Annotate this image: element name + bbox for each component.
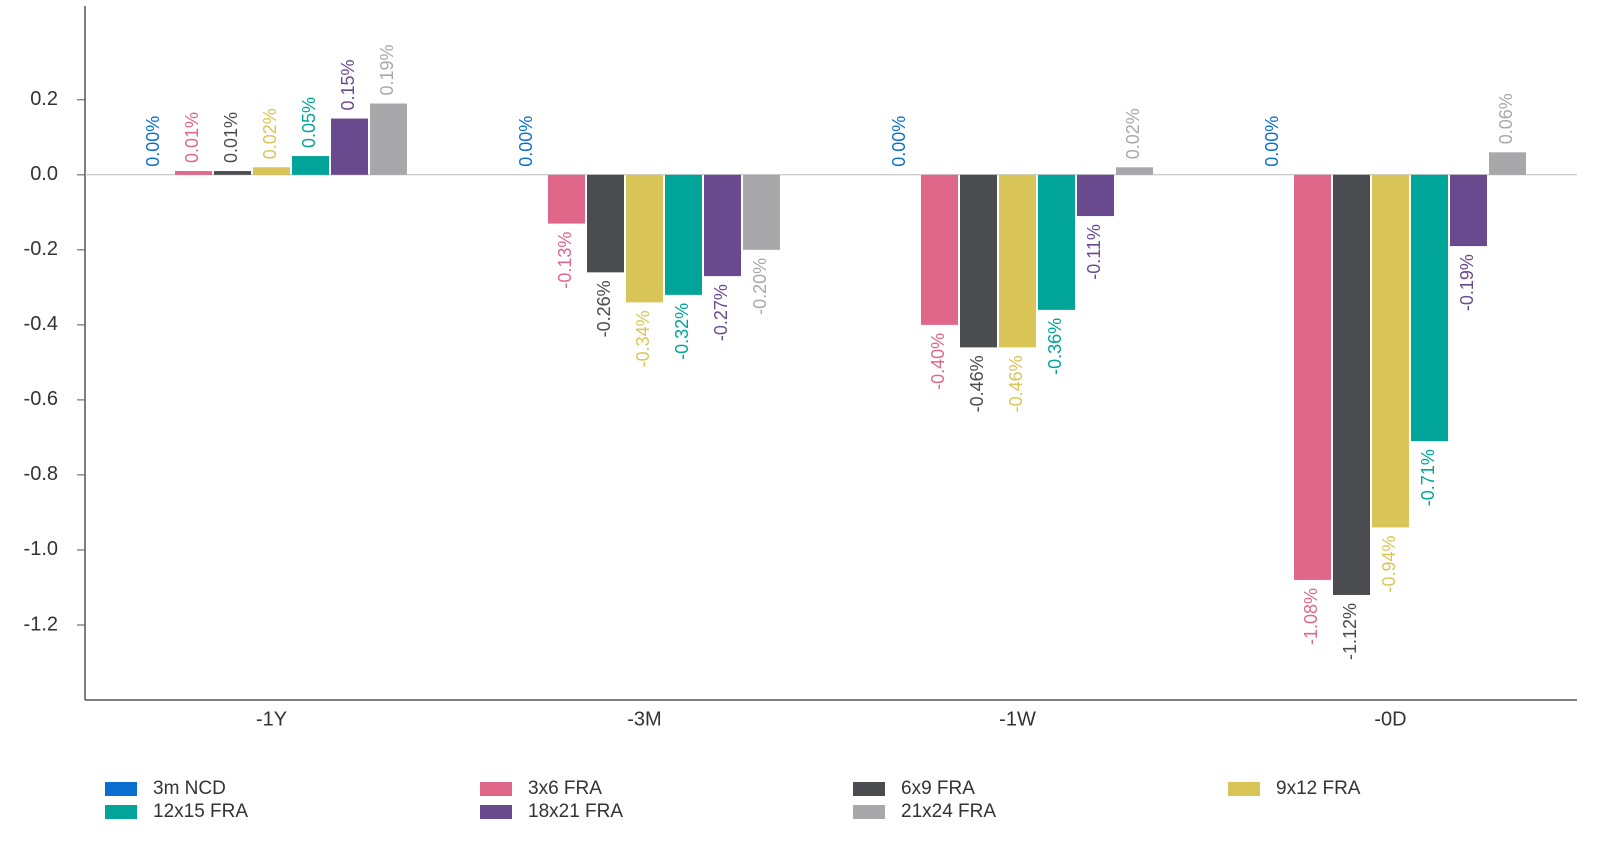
y-tick-label: -0.2 <box>24 238 58 260</box>
legend-label: 18x21 FRA <box>528 801 623 822</box>
legend-swatch <box>480 805 512 819</box>
legend-swatch <box>1228 782 1260 796</box>
y-tick-label: -0.4 <box>24 313 58 335</box>
value-label: -0.32% <box>672 303 692 360</box>
bar <box>1450 174 1487 247</box>
value-label: 0.15% <box>338 59 358 110</box>
value-label: -0.27% <box>711 284 731 341</box>
legend-swatch <box>480 782 512 796</box>
bar <box>626 174 663 303</box>
y-tick-label: 0.2 <box>30 88 58 110</box>
value-label: 0.06% <box>1496 93 1516 144</box>
y-tick-label: -0.8 <box>24 463 58 485</box>
y-tick-label: -0.6 <box>24 388 58 410</box>
value-label: 0.00% <box>1262 116 1282 167</box>
legend-swatch <box>853 782 885 796</box>
value-label: -0.40% <box>928 333 948 390</box>
value-label: -1.12% <box>1340 603 1360 660</box>
legend-label: 12x15 FRA <box>153 801 248 822</box>
legend-label: 6x9 FRA <box>901 778 975 799</box>
value-label: -0.19% <box>1457 254 1477 311</box>
bar <box>1077 174 1114 217</box>
value-label: -0.46% <box>1006 355 1026 412</box>
bar <box>1116 167 1153 175</box>
legend-label: 9x12 FRA <box>1276 778 1361 799</box>
x-tick-label: -1W <box>999 708 1036 730</box>
legend-label: 3m NCD <box>153 778 226 799</box>
bar <box>587 174 624 273</box>
bar <box>1294 174 1331 580</box>
bar <box>921 174 958 325</box>
x-tick-label: -1Y <box>256 708 287 730</box>
bar <box>292 156 329 175</box>
bar <box>1372 174 1409 528</box>
bar <box>1489 152 1526 175</box>
y-tick-label: 0.0 <box>30 163 58 185</box>
value-label: 0.01% <box>221 112 241 163</box>
legend-swatch <box>105 805 137 819</box>
legend-swatch <box>105 782 137 796</box>
value-label: -1.08% <box>1301 588 1321 645</box>
bar <box>665 174 702 295</box>
bar <box>1333 174 1370 595</box>
x-tick-label: -0D <box>1374 708 1406 730</box>
bar <box>999 174 1036 348</box>
y-tick-label: -1.0 <box>24 538 58 560</box>
value-label: -0.36% <box>1045 318 1065 375</box>
x-tick-label: -3M <box>627 708 661 730</box>
legend-label: 3x6 FRA <box>528 778 602 799</box>
y-tick-label: -1.2 <box>24 613 58 635</box>
bar <box>331 118 368 175</box>
value-label: 0.02% <box>260 108 280 159</box>
value-label: 0.01% <box>182 112 202 163</box>
value-label: -0.34% <box>633 310 653 367</box>
value-label: -0.20% <box>750 258 770 315</box>
value-label: 0.19% <box>377 44 397 95</box>
bar <box>704 174 741 277</box>
value-label: -0.46% <box>967 355 987 412</box>
bar <box>370 103 407 175</box>
value-label: -0.71% <box>1418 449 1438 506</box>
bar <box>960 174 997 348</box>
bar <box>1038 174 1075 310</box>
value-label: 0.00% <box>143 116 163 167</box>
bar <box>1411 174 1448 442</box>
bar <box>175 171 212 175</box>
value-label: -0.11% <box>1084 224 1104 280</box>
bar <box>743 174 780 250</box>
legend-swatch <box>853 805 885 819</box>
value-label: 0.02% <box>1123 108 1143 159</box>
value-label: 0.05% <box>299 97 319 148</box>
value-label: 0.00% <box>889 116 909 167</box>
value-label: -0.26% <box>594 280 614 337</box>
value-label: 0.00% <box>516 116 536 167</box>
value-label: -0.94% <box>1379 535 1399 592</box>
bar <box>548 174 585 224</box>
value-label: -0.13% <box>555 232 575 289</box>
legend-label: 21x24 FRA <box>901 801 996 822</box>
bar <box>214 171 251 175</box>
bar <box>253 167 290 175</box>
